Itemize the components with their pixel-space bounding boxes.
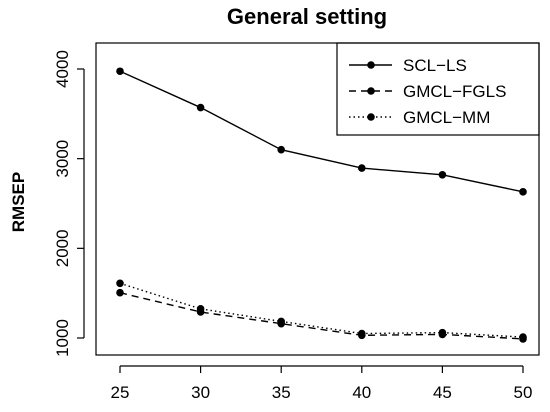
data-point (277, 145, 286, 154)
legend-label: SCL−LS (403, 56, 467, 75)
series-0 (116, 67, 527, 196)
legend-box (336, 42, 540, 136)
data-point (116, 279, 124, 288)
y-tick-label: 1000 (53, 319, 72, 357)
x-tick-label: 35 (272, 383, 291, 402)
data-point (519, 188, 527, 196)
data-point (438, 328, 447, 337)
series-line (119, 70, 524, 193)
legend-label: GMCL−FGLS (403, 82, 506, 101)
data-point (358, 329, 366, 338)
data-point (358, 164, 366, 172)
legend: SCL−LS GMCL−FGLS GMCL−MM (336, 42, 540, 136)
series-line (119, 292, 524, 340)
x-tick-label: 50 (514, 383, 533, 402)
legend-label: GMCL−MM (403, 108, 490, 127)
y-tick-label: 4000 (53, 50, 72, 88)
data-point (519, 333, 527, 341)
legend-entry: GMCL−MM (349, 108, 490, 127)
chart-title: General setting (227, 4, 387, 29)
x-tick-label: 25 (111, 383, 130, 402)
y-tick-label: 3000 (53, 140, 72, 178)
data-point (116, 288, 124, 297)
data-point (196, 103, 205, 112)
series-2 (116, 279, 527, 341)
x-tick-label: 40 (352, 383, 371, 402)
y-axis-label: RMSEP (9, 172, 28, 232)
legend-marker (367, 113, 375, 121)
legend-entry: SCL−LS (349, 56, 467, 75)
series-layer (116, 67, 527, 343)
x-axis: 25 30 35 40 45 50 (111, 365, 533, 402)
y-tick-label: 2000 (53, 229, 72, 267)
plot-frame (95, 42, 540, 356)
y-axis: 1000 2000 3000 4000 (53, 50, 85, 357)
legend-marker (367, 87, 375, 95)
legend-entry: GMCL−FGLS (349, 82, 506, 101)
data-point (438, 171, 447, 179)
series-1 (116, 288, 527, 343)
data-point (116, 67, 124, 76)
x-tick-label: 45 (433, 383, 452, 402)
data-point (277, 317, 286, 326)
data-point (196, 305, 205, 313)
legend-marker (367, 61, 375, 69)
x-tick-label: 30 (191, 383, 210, 402)
